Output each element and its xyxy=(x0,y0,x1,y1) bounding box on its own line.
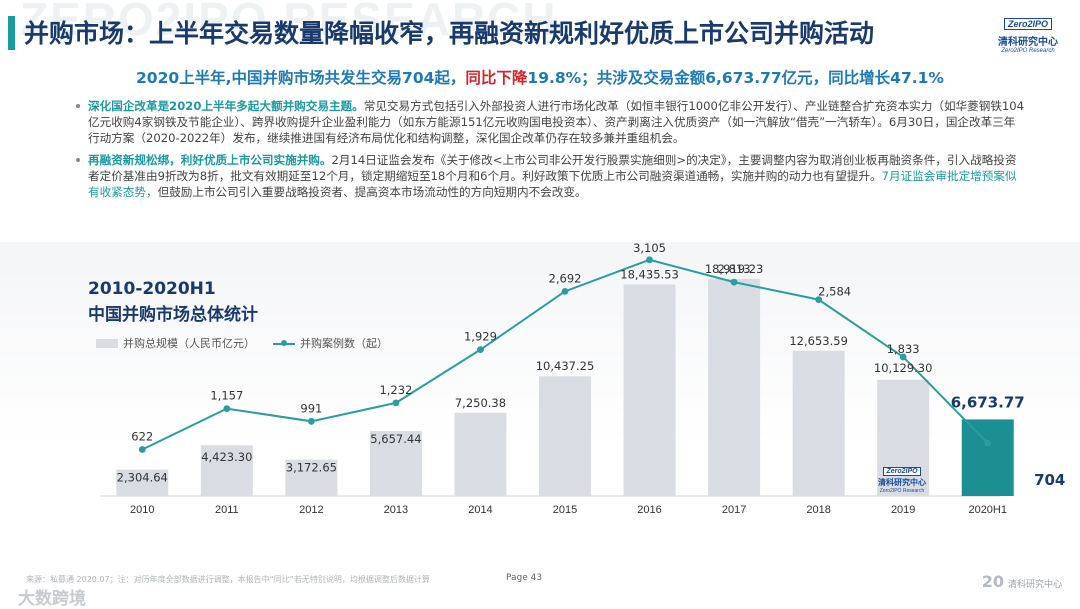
bullet-2-lead: 再融资新规松绑，利好优质上市公司实施并购。 xyxy=(88,153,332,167)
logo-mark: Zero2IPO xyxy=(1003,18,1052,30)
title-accent-bar xyxy=(8,16,15,50)
chart-title-line1: 2010-2020H1 xyxy=(88,279,216,299)
legend-bar-label: 并购总规模（人民币亿元） xyxy=(123,337,255,350)
bar-label-2020H1: 6,673.77 xyxy=(951,393,1025,411)
chart-legend: 并购总规模（人民币亿元） 并购案例数（起） xyxy=(96,335,388,351)
legend-line-label: 并购案例数（起） xyxy=(300,337,388,350)
bar-2013 xyxy=(369,431,422,496)
legend-bar-swatch-icon xyxy=(96,338,118,348)
line-point-2013 xyxy=(392,399,400,407)
bar-2010 xyxy=(116,469,169,496)
line-point-2020H1 xyxy=(984,439,992,447)
x-tick-label-2016: 2016 xyxy=(637,504,661,516)
chart-logo-mark: Zero2IPO xyxy=(883,467,921,476)
line-label-2020H1: 704 xyxy=(1034,471,1065,489)
bullet-1-lead: 深化国企改革是2020上半年多起大额并购交易主题。 xyxy=(88,99,364,113)
x-tick-label-2014: 2014 xyxy=(468,504,492,516)
x-tick-label-2020H1: 2020H1 xyxy=(968,504,1007,516)
line-point-2018 xyxy=(815,296,823,304)
chart-logo-en: Zero2IPO Research xyxy=(879,488,925,494)
line-point-2011 xyxy=(223,405,231,413)
bar-label-2018: 12,653.59 xyxy=(789,334,848,348)
bar-2016 xyxy=(623,284,676,496)
bar-2017 xyxy=(708,278,761,496)
bar-2020H1 xyxy=(961,419,1014,496)
line-point-2012 xyxy=(307,417,315,425)
chart-logo: Zero2IPO 清科研究中心 Zero2IPO Research xyxy=(878,458,926,494)
line-label-2015: 2,692 xyxy=(549,271,582,285)
headline: 2020上半年,中国并购市场共发生交易704起，同比下降19.8%；共涉及交易金… xyxy=(0,66,1080,88)
line-label-2018: 2,584 xyxy=(818,285,851,299)
bar-label-2013: 5,657.44 xyxy=(370,432,421,446)
x-tick-label-2013: 2013 xyxy=(384,504,408,516)
bar-2011 xyxy=(200,445,253,496)
headline-part3: 19.8%；共涉及交易金额6,673.77亿元，同比增长47.1% xyxy=(527,69,944,87)
bar-label-2017: 18,919.23 xyxy=(705,262,764,276)
x-tick-label-2012: 2012 xyxy=(299,504,323,516)
line-label-2017: 2,813 xyxy=(718,262,751,276)
bar-2015 xyxy=(539,376,591,496)
bullet-2-tail: 但鼓励上市公司引入重要战略投资者、提高资本市场流动性的方向短期内不会改变。 xyxy=(157,185,587,199)
footer-brand-year: 20 xyxy=(981,572,1004,591)
bullet-1-text: 常见交易方式包括引入外部投资人进行市场化改革（如恒丰银行1000亿非公开发行）、… xyxy=(88,99,1025,145)
bar-label-2019: 10,129.30 xyxy=(874,361,933,375)
background-watermark: ZERO2IPO RESEARCH xyxy=(20,0,558,45)
bar-label-2014: 7,250.38 xyxy=(455,396,506,410)
line-point-2017 xyxy=(730,278,738,286)
x-tick-label-2017: 2017 xyxy=(722,504,746,516)
line-label-2013: 1,232 xyxy=(379,383,412,397)
footer-brand: 20 清科研究中心 xyxy=(982,572,1062,591)
x-tick-label-2018: 2018 xyxy=(806,504,830,516)
line-point-2014 xyxy=(477,346,484,354)
brand-watermark: 大数跨境 xyxy=(18,589,86,609)
footer-note: 来源：私募通 2020.07；注：对历年度全部数据进行调整，本报告中“同比”若无… xyxy=(26,575,430,584)
bar-label-2012: 3,172.65 xyxy=(286,461,337,475)
x-tick-label-2011: 2011 xyxy=(215,504,239,516)
chart-title: 2010-2020H1 中国并购市场总体统计 xyxy=(88,276,258,328)
chart-title-line2: 中国并购市场总体统计 xyxy=(88,305,258,325)
line-point-2016 xyxy=(646,256,653,264)
bar-2018 xyxy=(792,350,845,496)
line-label-2016: 3,105 xyxy=(633,241,666,255)
x-tick-label-2019: 2019 xyxy=(891,504,915,516)
line-point-2019 xyxy=(899,353,907,361)
page-title: 并购市场：上半年交易数量降幅收窄，再融资新规利好优质上市公司并购活动 xyxy=(24,19,875,48)
line-point-2015 xyxy=(561,287,569,295)
bar-label-2015: 10,437.25 xyxy=(536,359,595,373)
bullet-item-2: 再融资新规松绑，利好优质上市公司实施并购。2月14日证监会发布《关于修改<上市公… xyxy=(76,152,1026,200)
x-tick-label-2015: 2015 xyxy=(553,504,577,516)
headline-part1: 2020上半年,中国并购市场共发生交易704起， xyxy=(136,69,466,87)
bar-2019 xyxy=(877,379,930,496)
line-label-2014: 1,929 xyxy=(464,330,497,344)
line-label-2010: 622 xyxy=(131,429,153,443)
bar-label-2011: 4,423.30 xyxy=(201,450,252,464)
legend-item-line: 并购案例数（起） xyxy=(273,335,388,351)
bar-label-2010: 2,304.64 xyxy=(117,471,168,485)
x-tick-label-2010: 2010 xyxy=(130,504,154,516)
logo-en: Zero2IPO Research xyxy=(1001,48,1055,54)
line-label-2011: 1,157 xyxy=(210,389,243,403)
headline-part2: 同比下降 xyxy=(465,69,528,87)
bullet-item-1: 深化国企改革是2020上半年多起大额并购交易主题。常见交易方式包括引入外部投资人… xyxy=(76,98,1026,146)
chart-logo-cn: 清科研究中心 xyxy=(878,478,926,487)
legend-line-swatch-icon xyxy=(273,339,295,348)
line-label-2019: 1,833 xyxy=(887,342,920,356)
page-number: Page 43 xyxy=(506,573,543,583)
brand-logo: Zero2IPO 清科研究中心 Zero2IPO Research xyxy=(996,12,1060,54)
line-point-2010 xyxy=(138,446,146,453)
line-label-2012: 991 xyxy=(300,401,322,415)
bar-2014 xyxy=(454,412,507,496)
legend-item-bar: 并购总规模（人民币亿元） xyxy=(96,335,255,351)
bullet-list: 深化国企改革是2020上半年多起大额并购交易主题。常见交易方式包括引入外部投资人… xyxy=(76,98,1026,206)
footer-brand-text: 清科研究中心 xyxy=(1007,580,1062,590)
bullet-2-text: 2月14日证监会发布《关于修改<上市公司非公开发行股票实施细则>的决定》，主要调… xyxy=(88,153,1017,183)
bullet-2-tail-highlight: 7月证监会审批定增预案似有收紧态势， xyxy=(88,169,1017,199)
bar-2012 xyxy=(285,459,338,496)
bar-label-2016: 18,435.53 xyxy=(620,267,679,281)
logo-cn: 清科研究中心 xyxy=(998,37,1058,48)
